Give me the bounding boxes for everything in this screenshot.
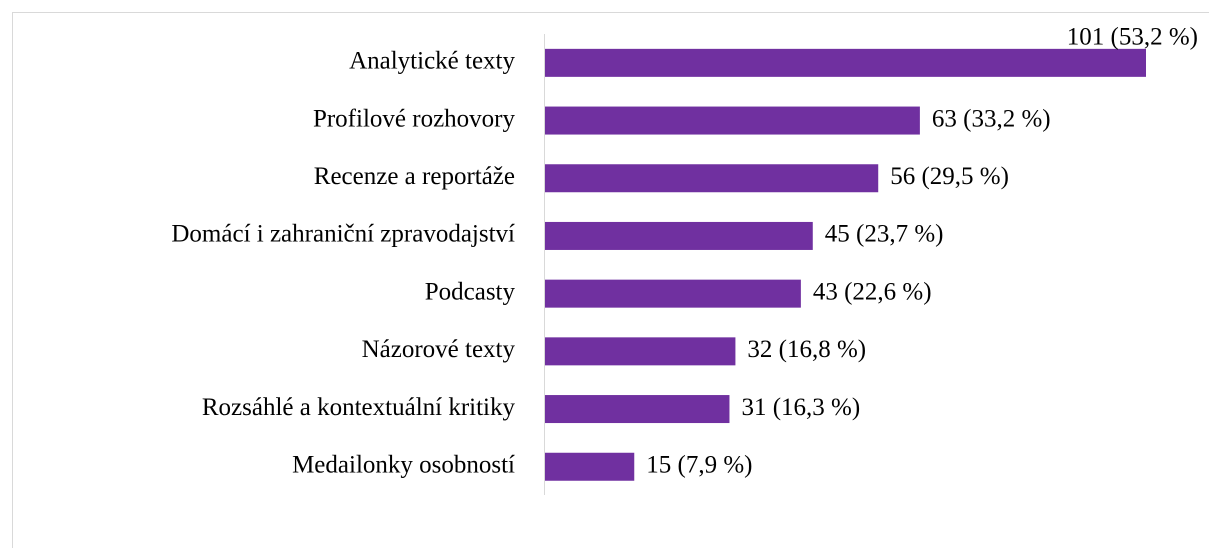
bar [545, 452, 635, 481]
data-label: 63 (33,2 %) [932, 105, 1051, 132]
data-label: 15 (7,9 %) [646, 451, 752, 478]
data-label: 43 (22,6 %) [813, 278, 932, 305]
y-tick-label: Domácí i zahraniční zpravodajství [171, 221, 515, 248]
data-label: 56 (29,5 %) [890, 163, 1009, 190]
bar [545, 337, 736, 366]
bar [545, 279, 801, 308]
bar [545, 106, 920, 135]
y-tick-label: Rozsáhlé a kontextuální kritiky [202, 394, 516, 421]
bar [545, 48, 1146, 77]
bar [545, 395, 730, 424]
chart-frame [12, 12, 1209, 548]
bar [545, 221, 813, 250]
y-tick-label: Podcasty [425, 278, 516, 305]
data-label: 45 (23,7 %) [825, 221, 944, 248]
data-label: 31 (16,3 %) [741, 394, 860, 421]
y-tick-label: Medailonky osobností [292, 451, 515, 478]
bar [545, 164, 879, 193]
data-label: 101 (53,2 %) [1067, 24, 1198, 51]
y-tick-label: Analytické texty [349, 48, 515, 75]
y-tick-label: Recenze a reportáže [314, 163, 515, 190]
y-tick-label: Názorové texty [362, 336, 516, 363]
data-label: 32 (16,8 %) [747, 336, 866, 363]
y-tick-label: Profilové rozhovory [313, 105, 516, 132]
